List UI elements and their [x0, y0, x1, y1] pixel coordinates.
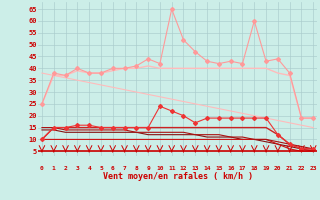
- X-axis label: Vent moyen/en rafales ( km/h ): Vent moyen/en rafales ( km/h ): [103, 172, 252, 181]
